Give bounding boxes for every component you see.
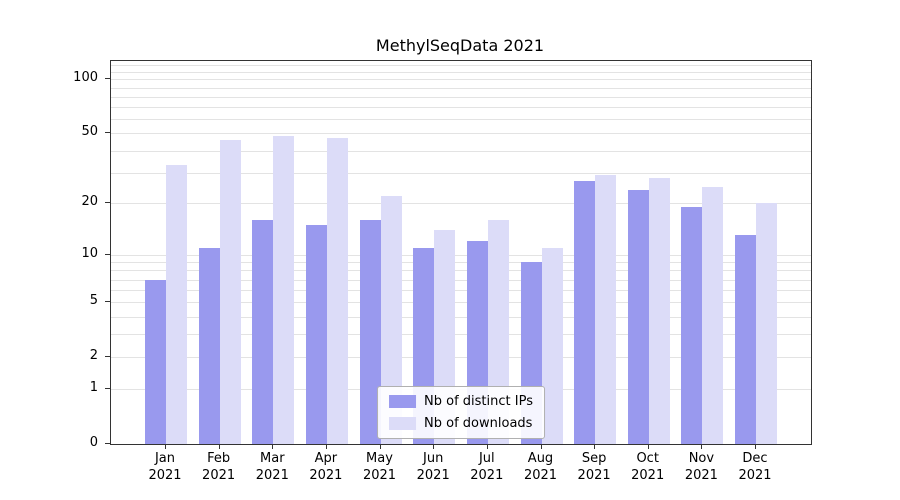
- x-tick-label: Nov 2021: [684, 451, 718, 483]
- x-tick-label: Oct 2021: [631, 451, 665, 483]
- bar-distinct-ips: [252, 220, 274, 444]
- grid-line: [111, 290, 811, 292]
- bar-downloads: [219, 139, 241, 444]
- x-tick-mark: [379, 444, 381, 449]
- grid-line: [111, 203, 811, 205]
- grid-line: [111, 150, 811, 152]
- legend-swatch-downloads: [389, 417, 417, 430]
- grid-line: [111, 172, 811, 174]
- x-tick-label: May 2021: [362, 451, 397, 483]
- y-tick-mark: [105, 78, 110, 80]
- y-tick-mark: [105, 356, 110, 358]
- y-tick-mark: [105, 202, 110, 204]
- x-tick-label: Jan 2021: [148, 451, 182, 483]
- grid-line: [111, 302, 811, 304]
- grid-line: [111, 357, 811, 359]
- bar-downloads: [595, 175, 617, 444]
- x-tick-mark: [272, 444, 274, 449]
- x-tick-mark: [540, 444, 542, 449]
- x-tick-mark: [433, 444, 435, 449]
- x-tick-label: Sep 2021: [577, 451, 611, 483]
- y-tick-mark: [105, 132, 110, 134]
- x-tick-label: Feb 2021: [202, 451, 236, 483]
- legend-item-distinct-ips: Nb of distinct IPs: [389, 394, 533, 409]
- x-tick-mark: [165, 444, 166, 449]
- y-tick-label: 10: [81, 245, 98, 261]
- x-tick-mark: [701, 444, 703, 449]
- bar-downloads: [380, 196, 402, 444]
- bar-distinct-ips: [574, 180, 596, 444]
- bar-downloads: [756, 203, 777, 444]
- grid-line: [111, 64, 811, 66]
- legend-swatch-distinct-ips: [389, 395, 417, 408]
- y-tick-mark: [105, 301, 110, 303]
- chart-title: MethylSeqData 2021: [375, 36, 545, 55]
- bar-downloads: [541, 247, 563, 444]
- x-tick-mark: [325, 444, 327, 449]
- legend-item-downloads: Nb of downloads: [389, 416, 533, 431]
- y-tick-label: 100: [73, 70, 98, 86]
- grid-line: [111, 334, 811, 336]
- bar-downloads: [326, 138, 348, 444]
- grid-line: [111, 71, 811, 73]
- bar-distinct-ips: [145, 279, 166, 444]
- bar-distinct-ips: [359, 220, 381, 444]
- y-tick-mark: [105, 443, 110, 444]
- grid-line: [111, 79, 811, 81]
- bar-distinct-ips: [198, 247, 220, 444]
- x-tick-label: Apr 2021: [309, 451, 343, 483]
- x-tick-label: Dec 2021: [738, 451, 772, 483]
- y-tick-label: 0: [89, 435, 98, 450]
- y-tick-mark: [105, 388, 110, 390]
- legend-label-downloads: Nb of downloads: [424, 416, 533, 431]
- x-tick-mark: [486, 444, 488, 449]
- grid-line: [111, 270, 811, 272]
- grid-line: [111, 254, 811, 256]
- grid-line: [111, 316, 811, 318]
- grid-line: [111, 133, 811, 135]
- x-tick-mark: [218, 444, 220, 449]
- x-tick-mark: [755, 444, 756, 449]
- legend-label-distinct-ips: Nb of distinct IPs: [424, 394, 533, 409]
- y-tick-mark: [105, 253, 110, 255]
- y-tick-label: 20: [81, 194, 98, 210]
- y-tick-label: 2: [89, 348, 98, 364]
- bar-distinct-ips: [681, 207, 703, 444]
- grid-line: [111, 96, 811, 98]
- grid-line: [111, 87, 811, 89]
- bar-downloads: [273, 136, 295, 444]
- y-tick-label: 50: [81, 124, 98, 140]
- bar-downloads: [648, 177, 670, 444]
- x-tick-label: Mar 2021: [255, 451, 289, 483]
- x-tick-mark: [647, 444, 649, 449]
- y-tick-label: 5: [89, 293, 98, 309]
- x-tick-label: Aug 2021: [523, 451, 558, 483]
- grid-line: [111, 279, 811, 281]
- plot-area: Nb of distinct IPs Nb of downloads: [110, 60, 812, 445]
- x-tick-mark: [594, 444, 596, 449]
- x-tick-label: Jun 2021: [416, 451, 450, 483]
- grid-line: [111, 107, 811, 109]
- bar-downloads: [166, 165, 187, 444]
- bar-distinct-ips: [735, 235, 756, 444]
- grid-line: [111, 262, 811, 263]
- bar-distinct-ips: [627, 189, 649, 444]
- grid-line: [111, 119, 811, 121]
- bar-downloads: [702, 186, 724, 444]
- x-tick-label: Jul 2021: [470, 451, 504, 483]
- bar-distinct-ips: [305, 224, 327, 444]
- legend: Nb of distinct IPs Nb of downloads: [377, 386, 545, 439]
- y-tick-label: 1: [89, 380, 98, 396]
